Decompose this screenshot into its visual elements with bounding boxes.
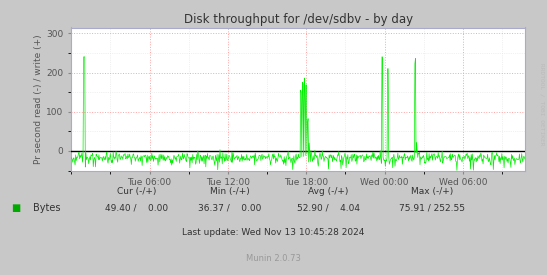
Text: RRDTOOL / TOBI OETIKER: RRDTOOL / TOBI OETIKER bbox=[539, 63, 544, 146]
Text: Last update: Wed Nov 13 10:45:28 2024: Last update: Wed Nov 13 10:45:28 2024 bbox=[182, 228, 365, 237]
Text: 36.37 /    0.00: 36.37 / 0.00 bbox=[198, 203, 261, 212]
Text: 52.90 /    4.04: 52.90 / 4.04 bbox=[296, 203, 360, 212]
Text: Munin 2.0.73: Munin 2.0.73 bbox=[246, 254, 301, 263]
Text: Cur (-/+): Cur (-/+) bbox=[117, 187, 156, 196]
Text: 49.40 /    0.00: 49.40 / 0.00 bbox=[105, 203, 168, 212]
Text: Bytes: Bytes bbox=[33, 203, 60, 213]
Text: Avg (-/+): Avg (-/+) bbox=[308, 187, 348, 196]
Text: 75.91 / 252.55: 75.91 / 252.55 bbox=[399, 203, 465, 212]
Text: Max (-/+): Max (-/+) bbox=[411, 187, 453, 196]
Text: ■: ■ bbox=[11, 203, 20, 213]
Y-axis label: Pr second read (-) / write (+): Pr second read (-) / write (+) bbox=[34, 34, 43, 164]
Title: Disk throughput for /dev/sdbv - by day: Disk throughput for /dev/sdbv - by day bbox=[184, 13, 412, 26]
Text: Min (-/+): Min (-/+) bbox=[210, 187, 249, 196]
